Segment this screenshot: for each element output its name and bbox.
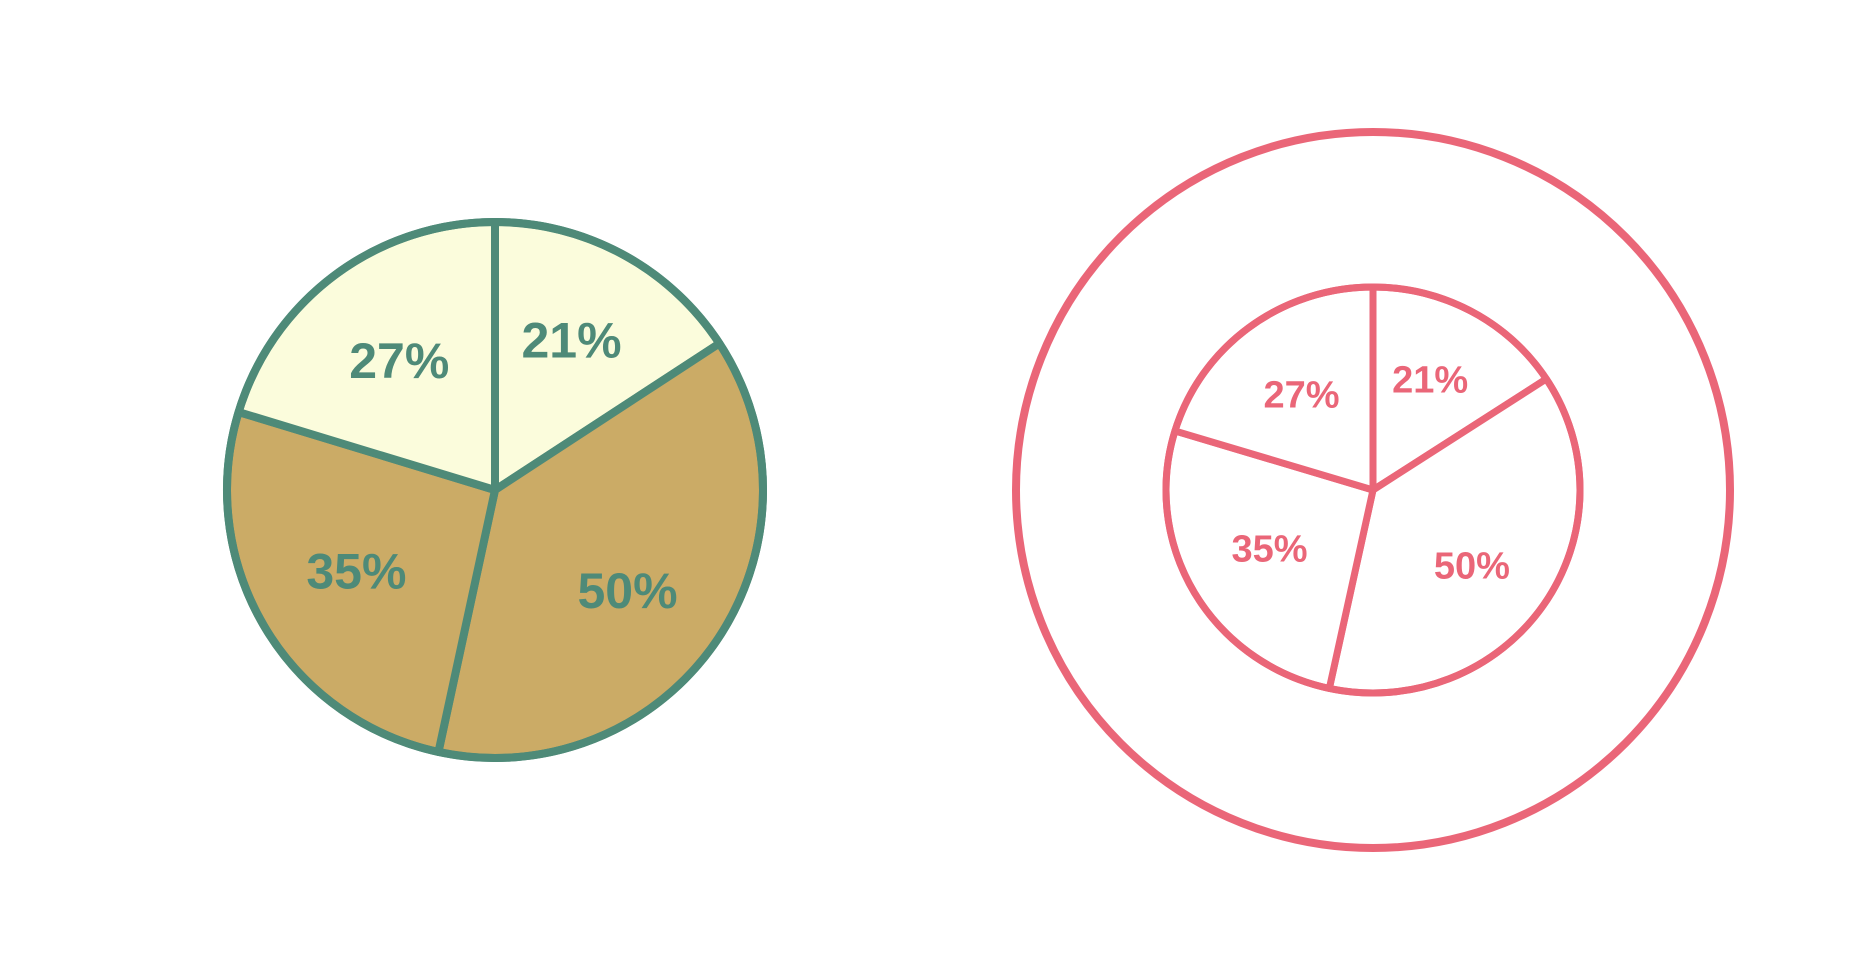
pie-border — [223, 218, 767, 762]
slice-label: 21% — [1392, 359, 1468, 401]
slice-label: 50% — [577, 563, 677, 619]
outline-pie-chart: 21% 50% 35% 27% — [1012, 128, 1734, 852]
slice-label: 35% — [1231, 529, 1307, 571]
slice-label: 35% — [306, 543, 406, 599]
slice-label: 50% — [1434, 546, 1510, 588]
slice-label: 27% — [349, 333, 449, 389]
slice-label: 27% — [1263, 374, 1339, 416]
pie-border — [1162, 283, 1584, 697]
slice-label: 21% — [521, 313, 621, 369]
filled-pie-chart: 21% 50% 35% 27% — [223, 218, 767, 762]
outer-ring — [1012, 128, 1734, 852]
